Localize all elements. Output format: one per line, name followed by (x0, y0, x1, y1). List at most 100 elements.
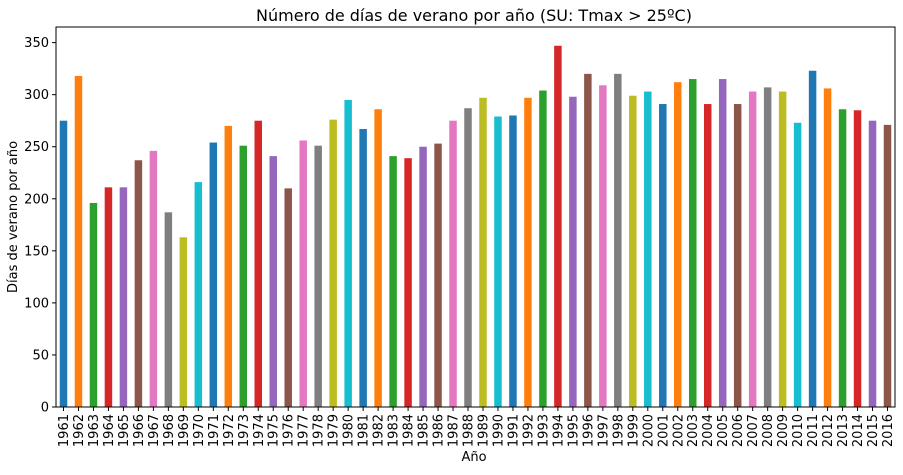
bar-2013 (838, 109, 847, 407)
x-tick-label: 2014 (851, 414, 866, 447)
x-axis: 1961 1962 1963 1964 1965 1966 1967 1968 1969 1970… (57, 407, 896, 447)
x-tick-label: 1965 (117, 414, 132, 447)
bar-1981 (359, 129, 367, 407)
bar-1964 (104, 187, 113, 407)
bar-1962 (74, 75, 83, 408)
bar-1983 (389, 156, 397, 407)
x-tick-label: 1989 (476, 414, 491, 447)
x-tick-label: 1974 (252, 414, 267, 447)
x-tick-label: 1992 (521, 414, 536, 447)
bar-1973 (239, 145, 248, 407)
x-tick-label: 1993 (536, 414, 551, 447)
x-tick-label: 2008 (761, 414, 776, 447)
bar-2012 (823, 88, 832, 408)
x-tick-label: 2012 (821, 414, 836, 447)
x-tick-label: 1996 (581, 414, 596, 447)
bar-1971 (209, 142, 218, 407)
bar-1992 (524, 97, 532, 407)
bar-1961 (59, 120, 68, 407)
y-tick-label: 50 (32, 348, 49, 363)
x-tick-label: 1967 (147, 414, 162, 447)
x-tick-label: 2009 (776, 414, 791, 447)
x-tick-label: 2010 (791, 414, 806, 447)
x-tick-label: 2016 (881, 414, 896, 447)
bar-2010 (793, 122, 802, 407)
y-tick-label: 100 (24, 296, 49, 311)
x-tick-label: 1975 (267, 414, 282, 447)
x-tick-label: 1986 (432, 414, 447, 447)
x-tick-label: 1968 (162, 414, 177, 447)
bars-group (59, 45, 892, 408)
x-tick-label: 1971 (207, 414, 222, 447)
x-tick-label: 1991 (506, 414, 521, 447)
x-tick-label: 1961 (57, 414, 72, 447)
bar-1994 (554, 45, 562, 408)
bar-2007 (748, 91, 757, 408)
x-tick-label: 2005 (716, 414, 731, 447)
bar-1974 (254, 120, 262, 407)
y-tick-label: 150 (24, 244, 49, 259)
x-tick-label: 1988 (462, 414, 477, 447)
x-tick-label: 1990 (491, 414, 506, 447)
bar-1980 (344, 99, 352, 407)
x-tick-label: 1976 (282, 414, 297, 447)
x-tick-label: 1982 (372, 414, 387, 447)
bar-1986 (434, 143, 442, 407)
bar-2006 (733, 104, 742, 407)
y-tick-label: 0 (41, 401, 49, 416)
x-tick-label: 1983 (387, 414, 402, 447)
x-tick-label: 1981 (357, 414, 372, 447)
bar-1966 (134, 160, 143, 407)
bar-1963 (89, 202, 98, 407)
x-tick-label: 2007 (746, 414, 761, 447)
x-tick-label: 1997 (596, 414, 611, 447)
y-tick-label: 200 (24, 192, 49, 207)
bar-1976 (284, 188, 292, 407)
bar-1985 (419, 146, 427, 408)
bar-1996 (584, 73, 592, 407)
y-tick-label: 250 (24, 140, 49, 155)
x-tick-label: 2004 (701, 414, 716, 447)
bar-1965 (119, 187, 128, 407)
bar-1979 (329, 119, 337, 407)
plot-frame (55, 26, 896, 408)
bar-1978 (314, 145, 322, 407)
x-tick-label: 1980 (342, 414, 357, 447)
x-tick-label: 1979 (327, 414, 342, 447)
bar-1984 (404, 158, 412, 407)
bar-1993 (539, 90, 547, 407)
bar-1975 (269, 156, 277, 407)
x-tick-label: 1977 (297, 414, 312, 447)
bar-1999 (629, 95, 637, 408)
x-tick-label: 1962 (72, 414, 87, 447)
x-tick-label: 1966 (132, 414, 147, 447)
x-tick-label: 1970 (192, 414, 207, 447)
bar-2011 (808, 70, 817, 407)
x-tick-label: 1995 (566, 414, 581, 447)
bar-2016 (883, 124, 892, 408)
bar-1977 (299, 140, 307, 408)
bar-2003 (689, 79, 697, 408)
bar-1998 (614, 73, 622, 407)
x-tick-label: 1984 (402, 414, 417, 447)
bar-2008 (763, 87, 772, 407)
x-tick-label: 2001 (656, 414, 671, 447)
bar-1988 (464, 108, 472, 408)
y-tick-label: 350 (24, 36, 49, 51)
bar-2009 (778, 91, 787, 408)
x-tick-label: 2002 (671, 414, 686, 447)
bar-2001 (659, 104, 667, 407)
bar-1972 (224, 125, 233, 408)
y-axis-label: Días de verano por año (6, 141, 21, 293)
bar-1970 (194, 182, 203, 407)
x-tick-label: 2006 (731, 414, 746, 447)
x-tick-label: 1978 (312, 414, 327, 447)
bar-2014 (853, 110, 862, 407)
x-tick-label: 1969 (177, 414, 192, 447)
x-tick-label: 1964 (102, 414, 117, 447)
bar-2005 (718, 79, 727, 408)
x-tick-label: 1985 (417, 414, 432, 447)
bar-1982 (374, 109, 382, 407)
